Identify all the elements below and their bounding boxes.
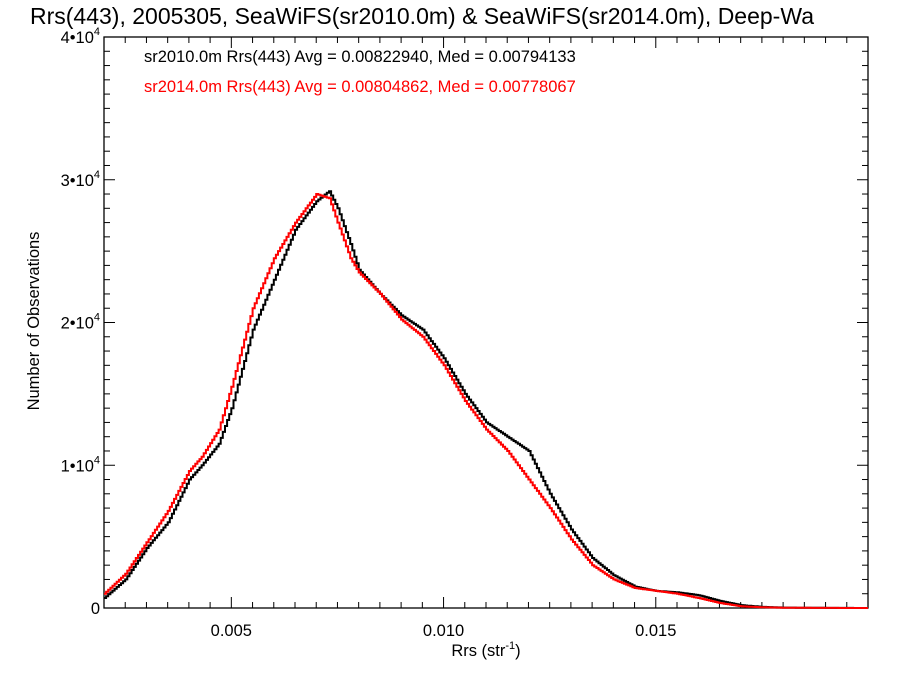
y-axis-label: Number of Observations (25, 232, 43, 411)
x-tick-label: 0.015 (635, 622, 676, 640)
y-tick-label: 0 (91, 600, 100, 618)
y-tick-label: 1•104 (61, 454, 100, 475)
plot-frame (103, 36, 869, 609)
x-axis-label: Rrs (str-1) (451, 640, 520, 660)
axis-ticks (103, 36, 869, 609)
y-tick-labels: 0 1•104 2•104 3•104 4•104 (61, 26, 100, 618)
x-tick-label: 0.005 (211, 622, 252, 640)
chart-title: Rrs(443), 2005305, SeaWiFS(sr2010.0m) & … (30, 3, 814, 29)
series-line-sr2010.0m (104, 190, 868, 609)
y-tick-label: 4•104 (61, 26, 100, 47)
series-line-sr2014.0m (104, 193, 868, 609)
y-tick-label: 3•104 (61, 169, 100, 190)
series-group (104, 190, 868, 609)
x-tick-labels: 0.005 0.010 0.015 (211, 622, 677, 640)
annotation-sr2014: sr2014.0m Rrs(443) Avg = 0.00804862, Med… (144, 78, 576, 96)
x-tick-label: 0.010 (423, 622, 464, 640)
annotation-sr2010: sr2010.0m Rrs(443) Avg = 0.00822940, Med… (144, 48, 576, 66)
y-tick-label: 2•104 (61, 312, 100, 333)
